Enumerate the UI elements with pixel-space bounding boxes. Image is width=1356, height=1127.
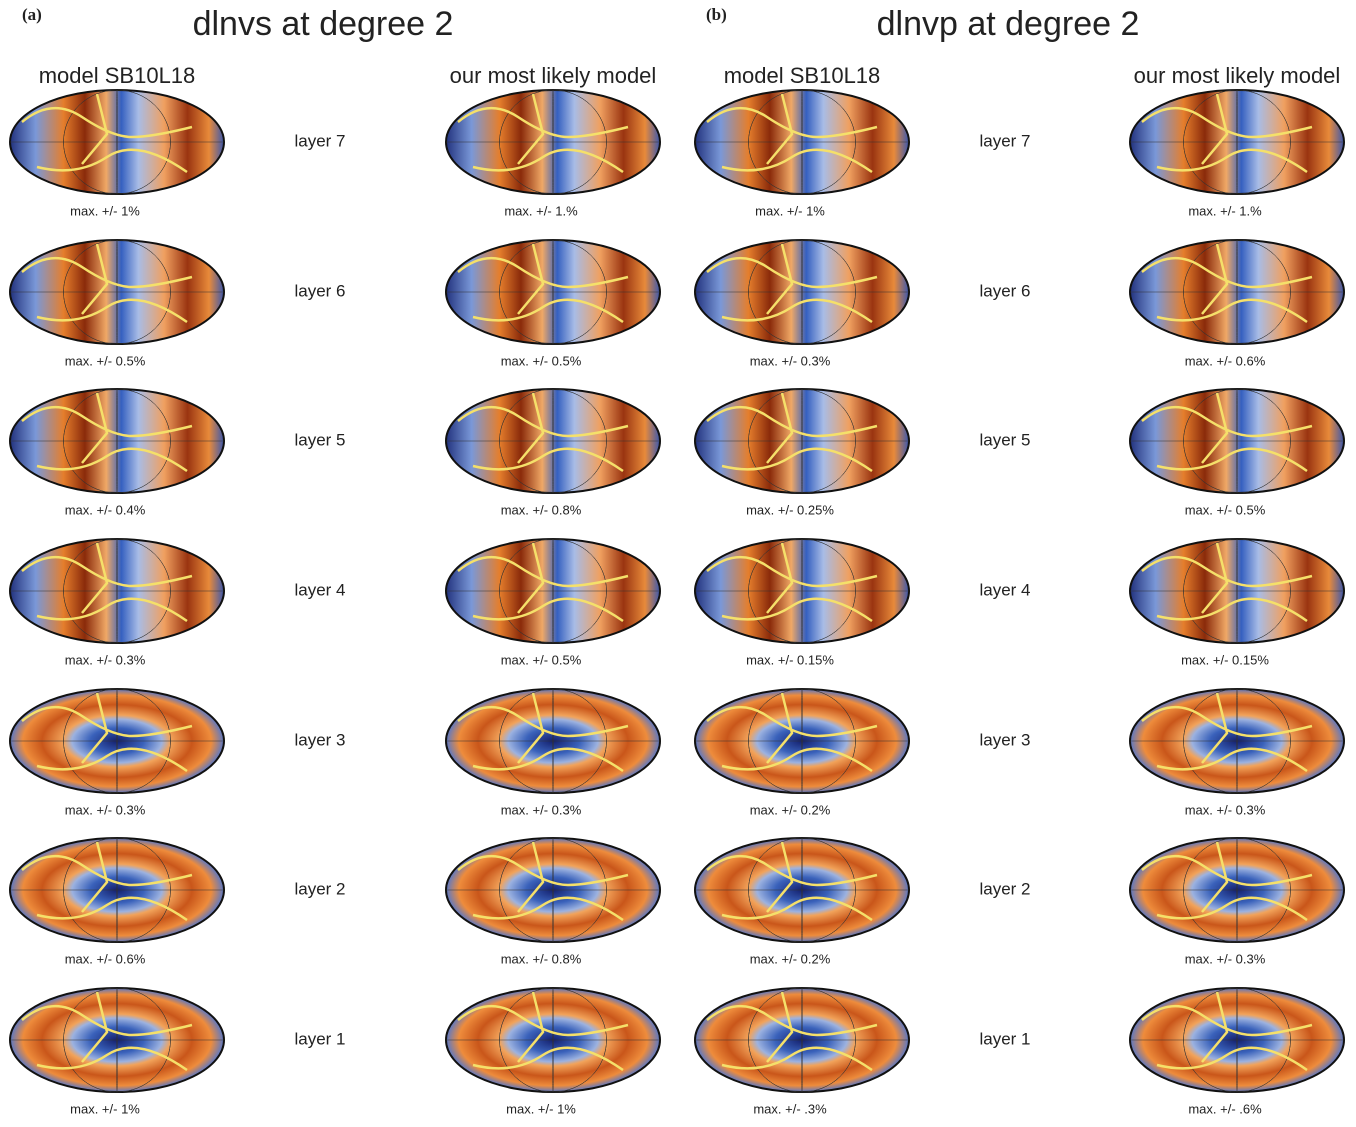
panel-label: (a) (22, 5, 42, 24)
map (1130, 539, 1344, 643)
caption: max. +/- 0.5% (65, 353, 146, 368)
map (10, 389, 224, 493)
map (10, 838, 224, 942)
map (446, 988, 660, 1092)
caption: max. +/- 1% (70, 1101, 140, 1116)
caption: max. +/- 0.6% (1185, 353, 1266, 368)
caption: max. +/- 0.5% (1185, 502, 1266, 517)
column-header: our most likely model (1134, 63, 1341, 88)
map (446, 838, 660, 942)
caption: max. +/- 1% (506, 1101, 576, 1116)
layer-label: layer 5 (979, 430, 1030, 449)
layer-label: layer 1 (979, 1029, 1030, 1048)
caption: max. +/- 0.6% (65, 951, 146, 966)
map (446, 539, 660, 643)
layer-label: layer 7 (979, 131, 1030, 150)
map (695, 90, 909, 194)
panel-title: dlnvs at degree 2 (193, 5, 454, 43)
caption: max. +/- 0.15% (1181, 652, 1269, 667)
map (10, 988, 224, 1092)
layer-label: layer 4 (979, 580, 1030, 599)
map (695, 689, 909, 793)
map (695, 539, 909, 643)
column-header: our most likely model (450, 63, 657, 88)
map (1130, 838, 1344, 942)
caption: max. +/- 0.8% (501, 502, 582, 517)
figure: (a) dlnvs at degree 2 model SB10L18 our mos… (0, 0, 1356, 1127)
map (10, 240, 224, 344)
caption: max. +/- 1.% (1188, 203, 1262, 218)
map (10, 539, 224, 643)
layer-label: layer 3 (979, 730, 1030, 749)
caption: max. +/- 0.3% (1185, 951, 1266, 966)
layer-label: layer 6 (979, 281, 1030, 300)
caption: max. +/- .3% (753, 1101, 827, 1116)
map (446, 90, 660, 194)
caption: max. +/- 0.3% (1185, 802, 1266, 817)
map (446, 240, 660, 344)
map (695, 838, 909, 942)
caption: max. +/- 1% (70, 203, 140, 218)
map (1130, 240, 1344, 344)
caption: max. +/- 0.3% (750, 353, 831, 368)
map (1130, 90, 1344, 194)
caption: max. +/- 0.25% (746, 502, 834, 517)
caption: max. +/- 0.4% (65, 502, 146, 517)
panel-title: dlnvp at degree 2 (877, 5, 1140, 43)
caption: max. +/- 0.5% (501, 652, 582, 667)
caption: max. +/- 0.2% (750, 951, 831, 966)
caption: max. +/- 1.% (504, 203, 578, 218)
panel-label: (b) (706, 5, 727, 24)
caption: max. +/- 0.3% (501, 802, 582, 817)
caption: max. +/- 0.8% (501, 951, 582, 966)
layer-label: layer 2 (979, 879, 1030, 898)
layer-label: layer 7 (294, 131, 345, 150)
map (446, 689, 660, 793)
map (1130, 988, 1344, 1092)
layer-label: layer 2 (294, 879, 345, 898)
caption: max. +/- 0.3% (65, 652, 146, 667)
layer-label: layer 6 (294, 281, 345, 300)
caption: max. +/- 0.3% (65, 802, 146, 817)
content: (a) dlnvs at degree 2 model SB10L18 our mos… (10, 5, 1344, 1117)
map (695, 240, 909, 344)
column-header: model SB10L18 (39, 63, 196, 88)
caption: max. +/- 0.5% (501, 353, 582, 368)
layer-label: layer 4 (294, 580, 345, 599)
map (695, 389, 909, 493)
map (1130, 389, 1344, 493)
map (10, 689, 224, 793)
caption: max. +/- 0.15% (746, 652, 834, 667)
layer-label: layer 3 (294, 730, 345, 749)
caption: max. +/- 0.2% (750, 802, 831, 817)
map (446, 389, 660, 493)
caption: max. +/- 1% (755, 203, 825, 218)
layer-label: layer 5 (294, 430, 345, 449)
caption: max. +/- .6% (1188, 1101, 1262, 1116)
map (695, 988, 909, 1092)
map (1130, 689, 1344, 793)
map (10, 90, 224, 194)
column-header: model SB10L18 (724, 63, 881, 88)
layer-label: layer 1 (294, 1029, 345, 1048)
